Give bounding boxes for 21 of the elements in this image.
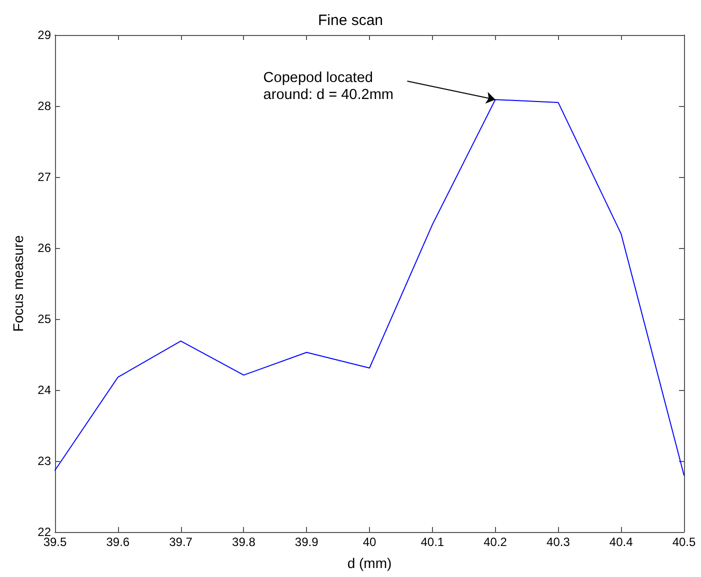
- x-tick-label: 40.2: [484, 535, 508, 549]
- x-tick-label: 40.4: [609, 535, 634, 549]
- x-tick-label: 40.3: [546, 535, 570, 549]
- y-tick-label: 25: [38, 312, 52, 326]
- y-tick-label: 29: [38, 28, 52, 42]
- x-tick-label: 40: [362, 535, 376, 549]
- y-tick-label: 23: [38, 454, 52, 468]
- y-tick-label: 24: [38, 383, 52, 397]
- x-tick-label: 39.9: [294, 535, 319, 549]
- x-tick-label: 40.5: [672, 535, 696, 549]
- x-tick-label: 40.1: [420, 535, 444, 549]
- annotation: Copepod located around: d = 40.2mm: [263, 70, 394, 104]
- chart-title: Fine scan: [318, 12, 384, 29]
- y-tick-label: 27: [38, 170, 52, 184]
- x-axis-title: d (mm): [347, 555, 392, 571]
- x-tick-label: 39.7: [169, 535, 193, 549]
- y-tick-label: 26: [38, 241, 52, 255]
- y-axis-title: Focus measure: [10, 235, 26, 332]
- x-tick-label: 39.8: [232, 535, 256, 549]
- x-tick-label: 39.6: [106, 535, 130, 549]
- y-tick-label: 28: [38, 99, 52, 113]
